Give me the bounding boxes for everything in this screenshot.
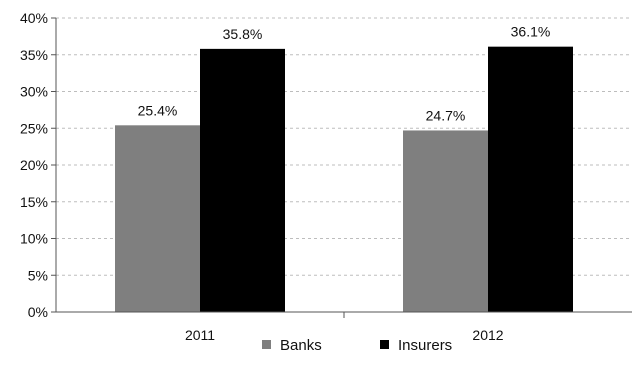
x-axis-ticks: 2011 2012 (185, 312, 504, 343)
y-tick-label: 10% (20, 231, 48, 247)
y-tick-label: 20% (20, 157, 48, 173)
bar-insurers-2011 (200, 48, 285, 313)
bar-insurers-2012 (488, 46, 573, 312)
bar-banks-2011 (115, 125, 200, 312)
y-tick-label: 35% (20, 47, 48, 63)
y-tick-label: 0% (28, 304, 48, 320)
y-tick-label: 5% (28, 267, 48, 283)
legend-label-banks: Banks (280, 337, 322, 354)
data-label: 36.1% (511, 24, 551, 40)
data-label: 35.8% (223, 26, 263, 42)
bar-banks-2012 (403, 130, 488, 312)
data-label: 25.4% (138, 102, 178, 118)
y-tick-label: 30% (20, 84, 48, 100)
y-tick-label: 40% (20, 10, 48, 26)
y-tick-label: 15% (20, 194, 48, 210)
y-axis-ticks: 0% 5% 10% 15% 20% 25% 30% 35% 40% (20, 10, 56, 320)
legend: Banks Insurers (262, 337, 452, 354)
data-label: 24.7% (426, 107, 466, 123)
x-tick-label: 2011 (185, 327, 215, 343)
data-labels: 25.4% 35.8% 24.7% 36.1% (138, 24, 551, 124)
legend-swatch-insurers (380, 340, 389, 349)
x-tick-label: 2012 (472, 327, 503, 343)
legend-swatch-banks (262, 340, 271, 349)
bars (115, 46, 573, 313)
y-tick-label: 25% (20, 120, 48, 136)
legend-label-insurers: Insurers (398, 337, 452, 354)
